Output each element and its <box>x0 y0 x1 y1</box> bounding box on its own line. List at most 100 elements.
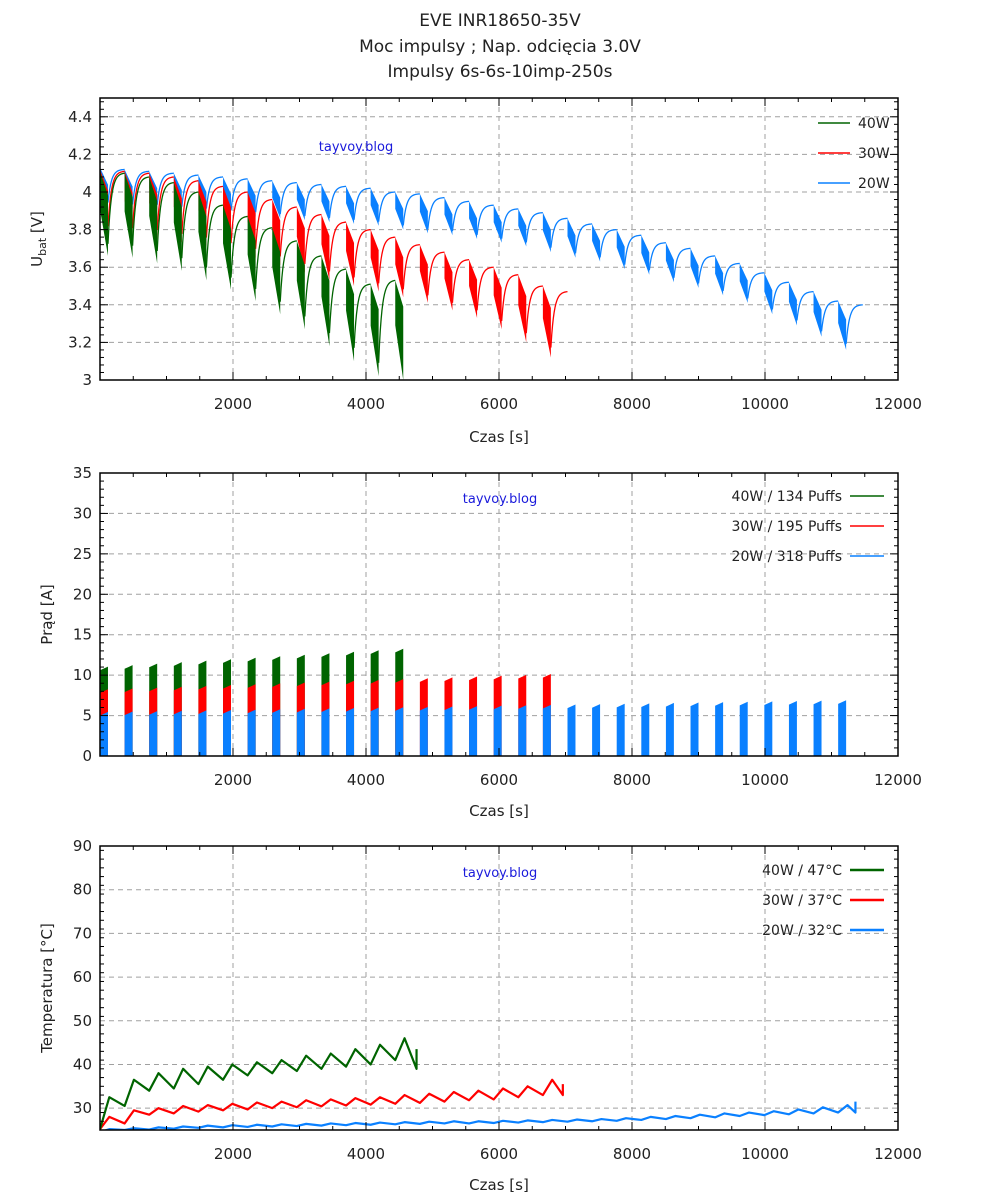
voltage-pulse-block <box>296 207 305 273</box>
voltage-rest-curve <box>328 221 347 272</box>
voltage-rest-curve <box>501 274 519 322</box>
voltage-pulse-block <box>444 197 453 236</box>
current-bar <box>665 702 674 756</box>
current-bar <box>346 708 355 756</box>
voltage-pulse-block <box>272 180 281 219</box>
voltage-pulse-block <box>173 182 182 271</box>
voltage-rest-curve <box>648 242 666 271</box>
voltage-rest-curve <box>820 300 839 332</box>
voltage-rest-curve <box>107 170 125 227</box>
voltage-rest-curve <box>353 187 371 220</box>
x-tick-label: 6000 <box>480 395 518 413</box>
voltage-rest-curve <box>771 281 789 310</box>
voltage-rest-curve <box>673 247 691 278</box>
current-bar <box>100 711 108 756</box>
voltage-rest-curve <box>525 285 543 334</box>
voltage-rest-curve <box>747 272 765 299</box>
voltage-rest-curve <box>722 262 740 292</box>
x-axis-label: Czas [s] <box>469 802 529 820</box>
voltage-rest-curve <box>550 290 568 348</box>
voltage-pulse-block <box>764 272 773 315</box>
y-tick-label: 40 <box>73 1055 92 1073</box>
voltage-rest-curve <box>205 185 224 238</box>
x-tick-label: 4000 <box>347 1145 385 1163</box>
y-axis-label-unit: [V] <box>28 211 46 238</box>
temperature-line-40w <box>100 1037 418 1130</box>
voltage-pulse-block <box>469 259 478 318</box>
voltage-rest-curve <box>181 191 199 259</box>
y-tick-label: 30 <box>73 1099 92 1117</box>
current-bar <box>395 707 404 756</box>
current-bar <box>370 707 379 756</box>
voltage-pulse-block <box>665 242 674 283</box>
watermark: tayvoy.blog <box>319 140 393 155</box>
voltage-rest-curve <box>377 279 396 363</box>
voltage-pulse-block <box>370 229 379 292</box>
voltage-rest-curve <box>205 176 224 209</box>
voltage-rest-curve <box>377 191 396 222</box>
series-20w <box>100 167 863 350</box>
legend-label-30w: 30W <box>858 146 890 162</box>
voltage-rest-curve <box>230 215 248 278</box>
y-tick-label: 50 <box>73 1012 92 1030</box>
voltage-pulse-block <box>788 282 797 326</box>
voltage-pulse-block <box>321 184 330 223</box>
x-axis-label: Czas [s] <box>469 1176 529 1194</box>
voltage-rest-curve <box>230 191 248 244</box>
x-tick-label: 10000 <box>741 395 789 413</box>
watermark: tayvoy.blog <box>463 866 537 881</box>
x-tick-label: 10000 <box>741 1145 789 1163</box>
voltage-rest-curve <box>156 176 174 231</box>
voltage-pulse-block <box>346 222 355 286</box>
y-tick-label: 4.2 <box>68 145 92 163</box>
chart-title-line-1: EVE INR18650-35V <box>419 11 581 31</box>
legend-label-30w: 30W / 195 Puffs <box>732 519 842 535</box>
y-tick-label: 80 <box>73 881 92 899</box>
voltage-pulse-block <box>518 208 527 247</box>
voltage-pulse-block <box>272 227 281 315</box>
current-bar <box>272 709 281 756</box>
voltage-rest-curve <box>181 180 199 234</box>
y-tick-label: 5 <box>82 707 92 725</box>
voltage-pulse-block <box>567 218 576 258</box>
voltage-rest-curve <box>451 259 470 303</box>
voltage-rest-curve <box>599 228 617 258</box>
voltage-rest-curve <box>279 181 297 215</box>
voltage-pulse-block <box>370 284 379 377</box>
voltage-rest-curve <box>328 268 347 334</box>
y-tick-label: 4 <box>82 183 92 201</box>
voltage-pulse-block <box>247 178 256 217</box>
x-tick-label: 10000 <box>741 771 789 789</box>
voltage-rest-curve <box>574 223 593 254</box>
voltage-rest-curve <box>624 234 642 265</box>
current-bar <box>518 705 527 756</box>
voltage-rest-curve <box>205 204 224 268</box>
x-tick-label: 6000 <box>480 771 518 789</box>
x-tick-label: 2000 <box>214 395 252 413</box>
legend-label-20w: 20W / 318 Puffs <box>732 549 842 565</box>
y-axis-label: Prąd [A] <box>38 584 56 644</box>
voltage-rest-curve <box>279 206 297 257</box>
voltage-rest-curve <box>279 240 297 302</box>
legend-label-20w: 20W / 32°C <box>762 923 842 939</box>
y-tick-label: 3 <box>82 371 92 389</box>
current-bar <box>198 710 207 756</box>
voltage-pulse-block <box>346 186 355 224</box>
current-bar <box>715 702 724 756</box>
voltage-rest-curve <box>697 255 716 284</box>
y-axis-label-main: U <box>28 256 46 267</box>
voltage-rest-curve <box>501 208 519 239</box>
current-bar <box>149 711 158 756</box>
voltage-pulse-block <box>690 248 699 288</box>
voltage-rest-curve <box>156 172 174 205</box>
current-bar <box>838 700 847 756</box>
voltage-rest-curve <box>796 290 814 321</box>
current-bar <box>739 701 748 756</box>
y-tick-label: 60 <box>73 968 92 986</box>
voltage-rest-curve <box>131 176 150 246</box>
voltage-rest-curve <box>107 172 125 244</box>
voltage-pulse-block <box>493 267 502 330</box>
voltage-rest-curve <box>427 251 445 296</box>
current-bar <box>444 706 453 756</box>
